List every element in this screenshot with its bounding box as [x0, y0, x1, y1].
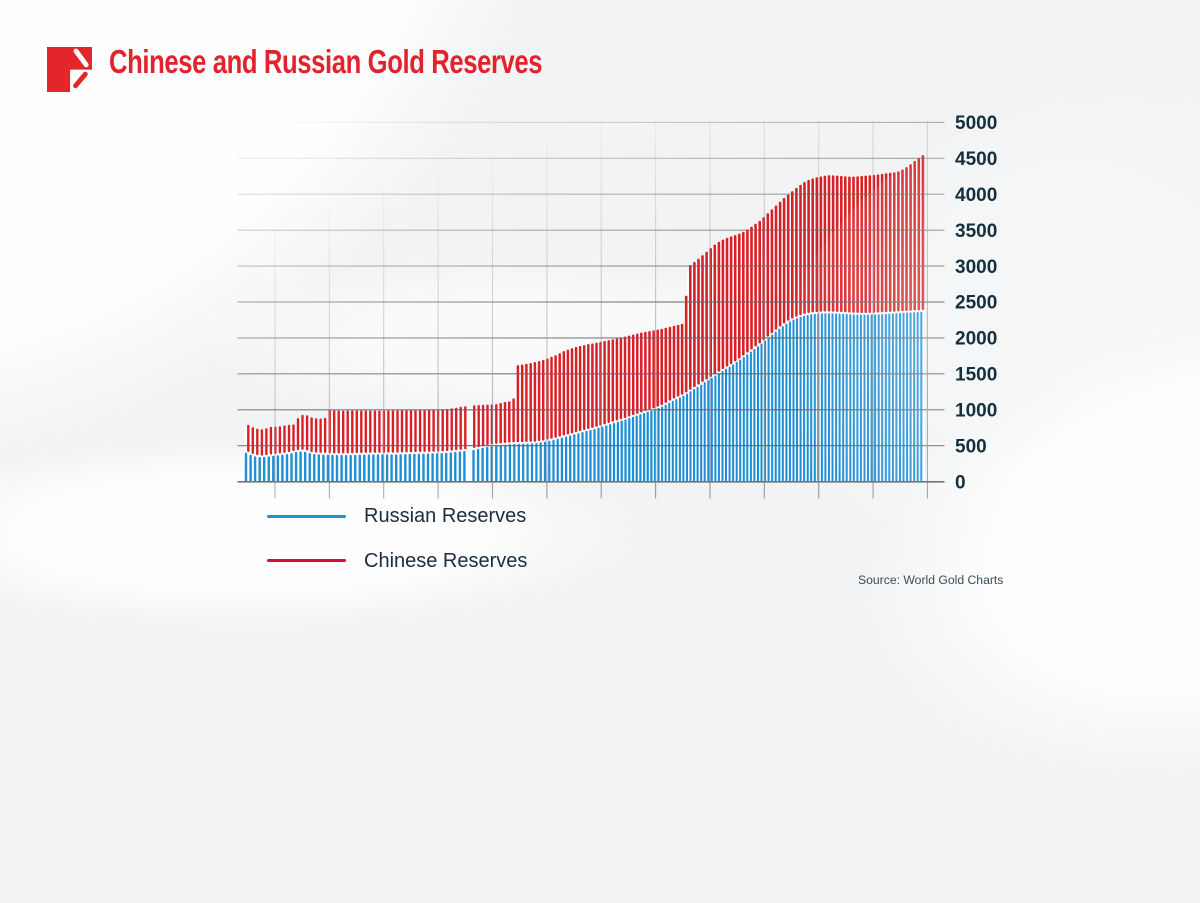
- svg-text:5000: 5000: [955, 113, 997, 134]
- svg-text:1000: 1000: [955, 401, 997, 422]
- svg-text:4500: 4500: [955, 149, 997, 170]
- svg-text:3000: 3000: [955, 257, 997, 278]
- svg-text:4000: 4000: [955, 185, 997, 206]
- svg-text:500: 500: [955, 436, 987, 457]
- svg-text:1500: 1500: [955, 365, 997, 386]
- svg-text:2500: 2500: [955, 293, 997, 314]
- svg-text:0: 0: [955, 472, 966, 493]
- svg-text:3500: 3500: [955, 221, 997, 242]
- svg-text:2000: 2000: [955, 329, 997, 350]
